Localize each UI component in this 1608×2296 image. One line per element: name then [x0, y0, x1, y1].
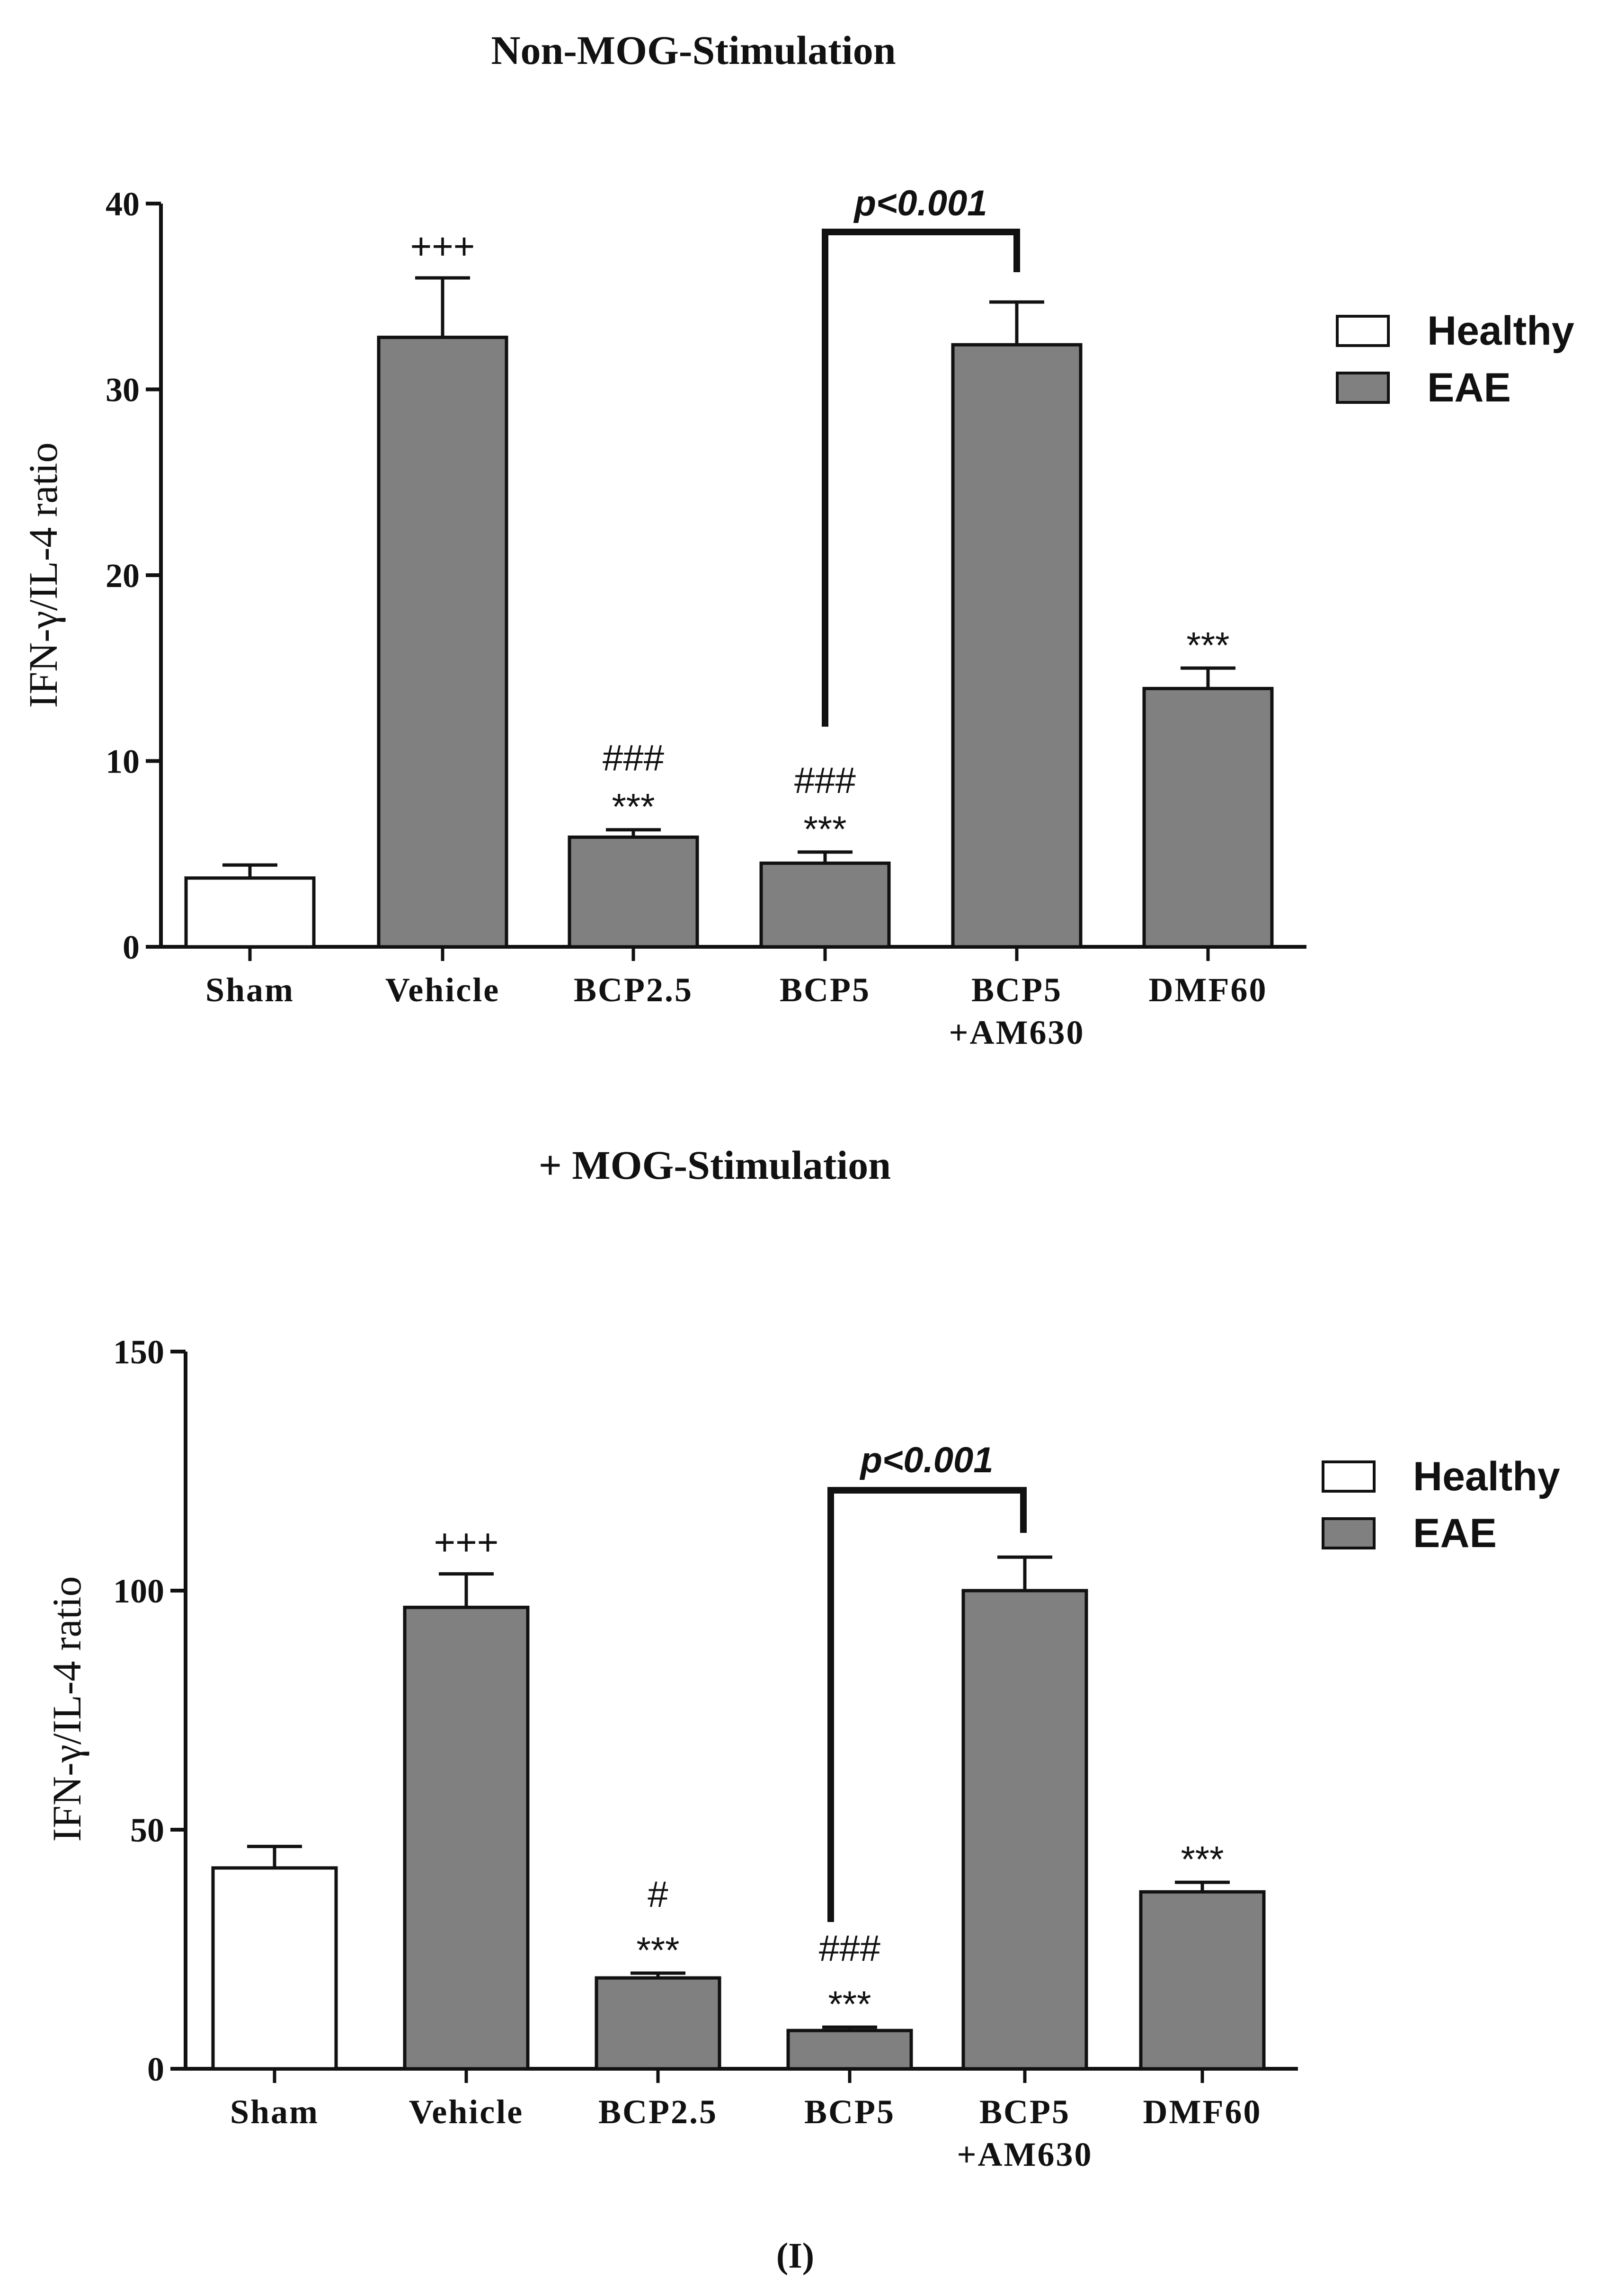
y-tick-label: 50 [130, 1811, 164, 1849]
y-tick-label: 100 [113, 1572, 164, 1610]
bar [1142, 686, 1274, 949]
y-tick-label: 40 [106, 185, 140, 223]
panel-label: (I) [776, 2236, 814, 2276]
chart-mog-stimulation: + MOG-Stimulation IFN-γ/IL-4 ratio 0 50 100 1… [44, 1142, 1560, 2173]
bar [759, 861, 891, 949]
p-value-label: p<0.001 [853, 183, 987, 223]
y-tick-label: 30 [106, 371, 140, 409]
significance-label: +++ [410, 225, 475, 267]
comparison-bracket [827, 1487, 1027, 1922]
legend-swatch [1322, 1517, 1376, 1549]
x-tick-label: +AM630 [949, 1014, 1085, 1051]
x-tick-label: +AM630 [957, 2136, 1093, 2173]
x-tick-label: DMF60 [1149, 971, 1268, 1009]
legend-label: EAE [1427, 365, 1511, 410]
bar [786, 2029, 913, 2071]
legend-label: EAE [1413, 1511, 1497, 1556]
chart-title: + MOG-Stimulation [539, 1142, 891, 1188]
x-tick-label: BCP5 [979, 2093, 1070, 2131]
x-tick-label: BCP5 [804, 2093, 895, 2131]
bar [568, 835, 699, 949]
x-tick-label: Sham [230, 2093, 319, 2131]
chart-non-mog-stimulation: Non-MOG-Stimulation IFN-γ/IL-4 ratio 0 10 20… [20, 27, 1574, 1051]
legend-label: Healthy [1427, 308, 1574, 354]
y-tick-label: 10 [106, 743, 140, 781]
legend-swatch [1322, 1460, 1376, 1493]
significance-label: +++ [434, 1522, 499, 1563]
x-tick-label: Sham [205, 971, 294, 1009]
significance-label: ### [819, 1927, 880, 1969]
x-tick-label: Vehicle [409, 2093, 524, 2131]
legend-swatch [1336, 372, 1390, 404]
significance-label: ### [603, 737, 664, 779]
p-value-label: p<0.001 [860, 1440, 994, 1480]
y-tick-label: 0 [123, 928, 140, 966]
x-tick-label: BCP2.5 [574, 971, 693, 1009]
legend-label: Healthy [1413, 1454, 1560, 1499]
chart-title: Non-MOG-Stimulation [491, 27, 896, 73]
bar [951, 343, 1083, 949]
bar [403, 1605, 530, 2071]
comparison-bracket [822, 229, 1020, 727]
significance-label: *** [636, 1929, 679, 1971]
legend-swatch [1336, 315, 1390, 347]
x-tick-label: Vehicle [385, 971, 500, 1009]
bar [184, 876, 316, 949]
significance-label: *** [1186, 624, 1229, 666]
bar [595, 1976, 721, 2071]
x-tick-label: DMF60 [1143, 2093, 1262, 2131]
y-tick-label: 0 [147, 2050, 164, 2088]
x-tick-label: BCP5 [971, 971, 1062, 1009]
bar [1139, 1890, 1266, 2071]
x-tick-label: BCP5 [780, 971, 871, 1009]
bar [211, 1866, 338, 2071]
significance-label: # [648, 1873, 668, 1915]
x-tick-label: BCP2.5 [598, 2093, 718, 2131]
y-axis-label: IFN-γ/IL-4 ratio [44, 1576, 89, 1842]
significance-label: ### [794, 759, 856, 801]
bar [961, 1589, 1088, 2071]
significance-label: *** [803, 808, 846, 850]
y-tick-label: 150 [113, 1333, 164, 1371]
significance-label: *** [828, 1983, 871, 2025]
bar [377, 336, 508, 949]
significance-label: *** [1181, 1838, 1224, 1880]
y-tick-label: 20 [106, 557, 140, 595]
y-axis-label: IFN-γ/IL-4 ratio [20, 442, 66, 708]
significance-label: *** [612, 786, 655, 828]
